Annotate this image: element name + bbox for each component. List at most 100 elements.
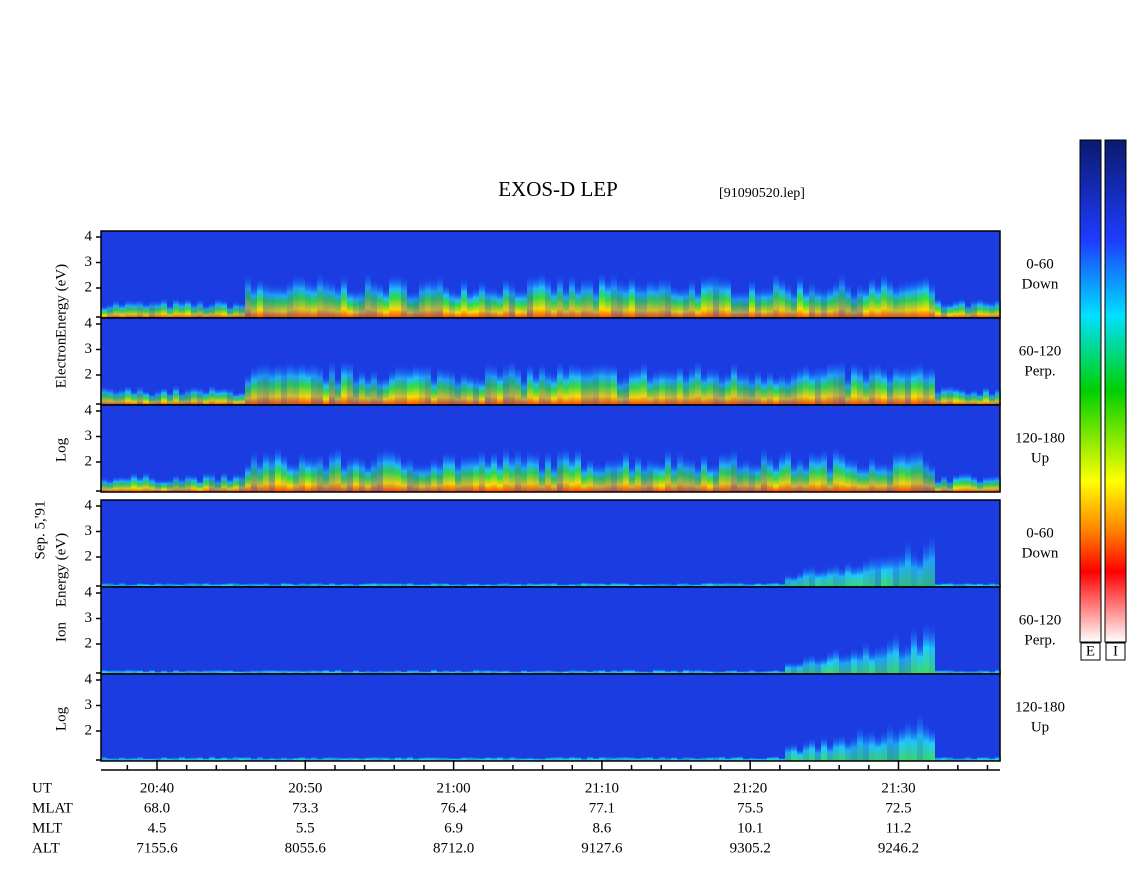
y-tick-label: 2 <box>85 722 93 738</box>
spectrogram-texture <box>371 670 377 674</box>
panel-range: 60-120 <box>1019 612 1062 628</box>
spectrogram-texture <box>857 363 863 405</box>
spectrogram-texture <box>935 756 941 761</box>
spectrogram-texture <box>869 275 875 318</box>
spectrogram-texture <box>437 459 443 492</box>
spectrogram-texture <box>395 363 401 405</box>
spectrogram-texture <box>551 463 557 492</box>
spectrogram-texture <box>899 645 905 674</box>
spectrogram-texture <box>869 728 875 761</box>
spectrogram-texture <box>755 582 761 587</box>
spectrogram-texture <box>647 583 653 587</box>
spectrogram-texture <box>425 583 431 587</box>
spectrogram-texture <box>131 757 137 761</box>
spectrogram-texture <box>623 668 629 674</box>
spectrogram-texture <box>707 463 713 492</box>
ephemeris-value: 5.5 <box>296 820 315 836</box>
spectrogram-texture <box>407 755 413 761</box>
spectrogram-texture <box>209 755 215 761</box>
spectrogram-texture <box>287 461 293 492</box>
spectrogram-texture <box>455 757 461 761</box>
spectrogram-texture <box>677 582 683 587</box>
spectrogram-texture <box>539 464 545 492</box>
spectrogram-texture <box>479 583 485 587</box>
spectrogram-texture <box>155 299 161 318</box>
spectrogram-texture <box>971 670 977 674</box>
spectrogram-texture <box>149 583 155 587</box>
spectrogram-texture <box>221 299 227 318</box>
spectrogram-texture <box>995 298 1001 318</box>
spectrogram-texture <box>743 670 749 674</box>
spectrogram-texture <box>995 387 1001 405</box>
spectrogram-texture <box>959 670 965 674</box>
spectrogram-texture <box>617 456 623 492</box>
spectrogram-texture <box>731 669 737 674</box>
spectrogram-texture <box>215 387 221 405</box>
panel-range: 120-180 <box>1015 699 1065 715</box>
spectrogram-texture <box>101 305 107 318</box>
colorbar-label-box <box>1105 642 1126 661</box>
spectrogram-texture <box>137 385 143 405</box>
spectrogram-texture <box>125 668 131 674</box>
spectrogram-texture <box>215 583 221 587</box>
spectrogram-texture <box>869 362 875 405</box>
spectrogram-texture <box>449 288 455 318</box>
spectrogram-texture <box>911 548 917 587</box>
spectrogram-texture <box>941 582 947 587</box>
y-tick-label: 4 <box>85 402 93 418</box>
spectrogram-texture <box>251 757 257 761</box>
spectrogram-texture <box>629 669 635 674</box>
spectrogram-texture <box>875 282 881 318</box>
spectrogram-texture <box>809 367 815 405</box>
spectrogram-texture <box>395 273 401 318</box>
spectrogram-texture <box>359 757 365 761</box>
spectrogram-texture <box>317 757 323 761</box>
spectrogram-texture <box>893 550 899 587</box>
ephemeris-value: 9127.6 <box>581 840 623 856</box>
spectrogram-texture <box>767 454 773 492</box>
y-axis-label: Log <box>53 706 69 731</box>
spectrogram-texture <box>773 462 779 492</box>
spectrogram-texture <box>371 368 377 405</box>
spectrogram-texture <box>683 284 689 318</box>
spectrogram-texture <box>305 363 311 405</box>
spectrogram-texture <box>851 290 857 318</box>
spectrogram-texture <box>539 669 545 674</box>
spectrogram-texture <box>101 385 107 405</box>
spectrogram-texture <box>839 450 845 492</box>
spectrogram-texture <box>305 455 311 492</box>
spectrogram-texture <box>923 538 929 587</box>
spectrogram-texture <box>167 391 173 405</box>
spectrogram-texture <box>653 368 659 405</box>
spectrogram-texture <box>359 368 365 405</box>
spectrogram-texture <box>323 583 329 587</box>
spectrogram-texture <box>461 756 467 761</box>
spectrogram-texture <box>755 368 761 405</box>
spectrogram-texture <box>227 387 233 405</box>
spectrogram-texture <box>203 304 209 318</box>
spectrogram-texture <box>761 375 767 405</box>
spectrogram-texture <box>695 668 701 674</box>
spectrogram-texture <box>833 445 839 492</box>
spectrogram-texture <box>893 363 899 405</box>
spectrogram-texture <box>227 669 233 674</box>
spectrogram-texture <box>551 670 557 674</box>
spectrogram-texture <box>155 389 161 405</box>
spectrogram-texture <box>335 668 341 674</box>
spectrogram-texture <box>959 582 965 587</box>
spectrogram-texture <box>839 271 845 318</box>
spectrogram-texture <box>977 479 983 492</box>
spectrogram-texture <box>761 757 767 761</box>
y-axis-label: Electron <box>53 337 69 388</box>
spectrogram-texture <box>797 455 803 492</box>
colorbar-label-box <box>1080 642 1101 661</box>
spectrogram-texture <box>815 451 821 492</box>
spectrogram-texture <box>965 756 971 761</box>
ephemeris-value: 7155.6 <box>136 840 178 856</box>
spectrogram-texture <box>299 273 305 318</box>
spectrogram-texture <box>785 661 791 674</box>
spectrogram-texture <box>689 277 695 318</box>
spectrogram-texture <box>293 361 299 405</box>
spectrogram-texture <box>383 670 389 674</box>
spectrogram-texture <box>185 473 191 492</box>
